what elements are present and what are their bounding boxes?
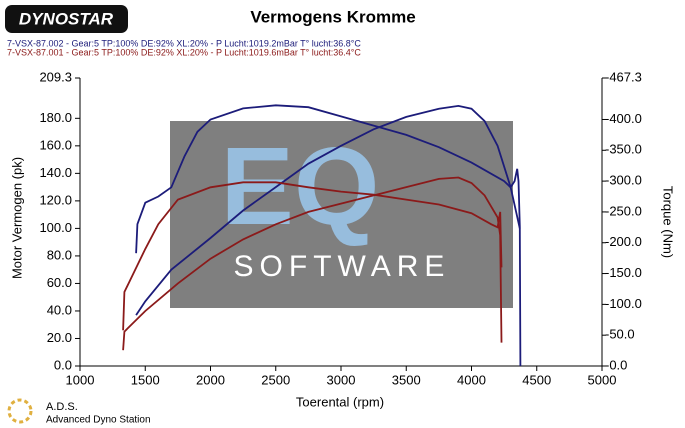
legend-entry: 7-VSX-87.002 - Gear:5 TP:100% DE:92% XL:… [7, 38, 361, 48]
y2-tick-label: -50.0 [605, 327, 635, 342]
legend-entry: 7-VSX-87.001 - Gear:5 TP:100% DE:92% XL:… [7, 47, 361, 57]
line [135, 104, 521, 316]
x-tick-label: 3500 [392, 372, 421, 387]
y2-tick-label: -300.0 [605, 173, 642, 188]
x-tick-label: 4500 [522, 372, 551, 387]
x-tick-label: 2000 [196, 372, 225, 387]
y2-tick-label: -350.0 [605, 142, 642, 157]
line [122, 176, 503, 351]
y2-tick-label: -200.0 [605, 234, 642, 249]
x-tick-label: 2500 [261, 372, 290, 387]
y2-axis-label: Torque (Nm) [661, 186, 676, 258]
y-tick-label: 160.0 [39, 137, 72, 152]
y-tick-label: 80.0 [47, 247, 72, 262]
x-tick-label: 4000 [457, 372, 486, 387]
y-axis-label: Motor Vermogen (pk) [9, 157, 24, 279]
x-axis-label: Toerental (rpm) [296, 394, 384, 409]
y-tick-label: 120.0 [39, 192, 72, 207]
y2-tick-label: -0.0 [605, 357, 627, 372]
line [135, 104, 522, 367]
x-tick-label: 1500 [131, 372, 160, 387]
logo: DYNOSTAR [19, 9, 114, 28]
y-tick-label: 40.0 [47, 302, 72, 317]
logo-box [5, 5, 128, 33]
x-tick-label: 1000 [66, 372, 95, 387]
y-tick-label: 60.0 [47, 275, 72, 290]
y2-tick-label: -250.0 [605, 203, 642, 218]
watermark-text: SOFTWARE [234, 250, 451, 283]
footer-logo [7, 398, 33, 424]
y-tick-label: 209.3 [39, 69, 72, 84]
y2-tick-label: -100.0 [605, 296, 642, 311]
y-tick-label: 20.0 [47, 330, 72, 345]
y-tick-label: 100.0 [39, 220, 72, 235]
x-tick-label: 3000 [327, 372, 356, 387]
watermark: EQ SOFTWARE [170, 121, 513, 308]
line [122, 181, 503, 331]
x-tick-label: 5000 [588, 372, 617, 387]
y-tick-label: 140.0 [39, 165, 72, 180]
y-tick-label: 180.0 [39, 110, 72, 125]
y2-tick-label: -467.3 [605, 69, 642, 84]
chart-title: Vermogens Kromme [250, 7, 415, 26]
footer-subtitle: Advanced Dyno Station [46, 415, 151, 426]
y2-tick-label: -150.0 [605, 265, 642, 280]
footer-title: A.D.S. [46, 401, 78, 413]
y2-tick-label: -400.0 [605, 111, 642, 126]
watermark-box [170, 121, 513, 308]
y-tick-label: 0.0 [54, 357, 72, 372]
